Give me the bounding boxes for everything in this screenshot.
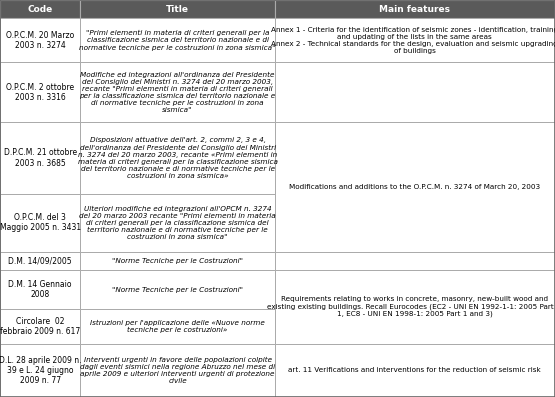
Text: Modifiche ed integrazioni all'ordinanza del Presidente
del Consiglio dei Ministr: Modifiche ed integrazioni all'ordinanza … — [79, 71, 276, 113]
Bar — [80, 270, 275, 309]
Text: D.P.C.M. 21 ottobre
2003 n. 3685: D.P.C.M. 21 ottobre 2003 n. 3685 — [4, 148, 77, 168]
Text: D.L. 28 aprile 2009 n.
39 e L. 24 giugno
2009 n. 77: D.L. 28 aprile 2009 n. 39 e L. 24 giugno… — [0, 356, 82, 385]
Bar — [80, 344, 275, 397]
Text: Title: Title — [166, 5, 189, 14]
Bar — [80, 62, 275, 122]
Text: "Norme Tecniche per le Costruzioni": "Norme Tecniche per le Costruzioni" — [112, 258, 243, 264]
Text: Code: Code — [28, 5, 53, 14]
Bar — [0, 0, 80, 19]
Text: O.P.C.M. 2 ottobre
2003 n. 3316: O.P.C.M. 2 ottobre 2003 n. 3316 — [6, 83, 74, 102]
Bar — [0, 19, 80, 62]
Text: art. 11 Verifications and interventions for the reduction of seismic risk: art. 11 Verifications and interventions … — [289, 368, 541, 374]
Text: Main features: Main features — [380, 5, 450, 14]
Bar — [275, 0, 555, 19]
Bar — [0, 270, 80, 309]
Bar — [0, 309, 80, 344]
Bar — [80, 252, 275, 270]
Text: D.M. 14 Gennaio
2008: D.M. 14 Gennaio 2008 — [8, 280, 72, 299]
Bar — [0, 194, 80, 252]
Bar — [80, 309, 275, 344]
Bar — [80, 0, 275, 19]
Text: Circolare  02
febbraio 2009 n. 617: Circolare 02 febbraio 2009 n. 617 — [0, 317, 80, 336]
Bar — [0, 344, 80, 397]
Text: Istruzioni per l'applicazione delle «Nuove norme
tecniche per le costruzioni»: Istruzioni per l'applicazione delle «Nuo… — [90, 320, 265, 333]
Bar — [0, 62, 80, 122]
Text: Annex 1 - Criteria for the identification of seismic zones - identification, tra: Annex 1 - Criteria for the identificatio… — [271, 27, 555, 54]
Bar — [275, 270, 555, 344]
Bar — [80, 19, 275, 62]
Text: Ulteriori modifiche ed integrazioni all'OPCM n. 3274
del 20 marzo 2003 recante ": Ulteriori modifiche ed integrazioni all'… — [79, 206, 276, 240]
Text: "Norme Tecniche per le Costruzioni": "Norme Tecniche per le Costruzioni" — [112, 287, 243, 293]
Text: D.M. 14/09/2005: D.M. 14/09/2005 — [8, 256, 72, 265]
Text: Disposizioni attuative dell'art. 2, commi 2, 3 e 4,
dell'ordinanza del President: Disposizioni attuative dell'art. 2, comm… — [78, 137, 278, 179]
Text: Modifications and additions to the O.P.C.M. n. 3274 of March 20, 2003: Modifications and additions to the O.P.C… — [289, 184, 541, 190]
Bar — [80, 122, 275, 194]
Text: O.P.C.M. 20 Marzo
2003 n. 3274: O.P.C.M. 20 Marzo 2003 n. 3274 — [6, 31, 74, 50]
Text: O.P.C.M. del 3
Maggio 2005 n. 3431: O.P.C.M. del 3 Maggio 2005 n. 3431 — [0, 213, 81, 232]
Text: Interventi urgenti in favore delle popolazioni colpite
dagli eventi sismici nell: Interventi urgenti in favore delle popol… — [80, 357, 275, 384]
Bar — [275, 344, 555, 397]
Bar — [275, 252, 555, 270]
Text: Requirements relating to works in concrete, masonry, new-built wood and
existing: Requirements relating to works in concre… — [267, 297, 555, 318]
Bar — [275, 62, 555, 122]
Bar — [0, 122, 80, 194]
Bar — [0, 252, 80, 270]
Bar — [80, 194, 275, 252]
Bar — [275, 122, 555, 252]
Bar — [275, 19, 555, 62]
Text: "Primi elementi in materia di criteri generali per la
classificazione sismica de: "Primi elementi in materia di criteri ge… — [79, 30, 276, 50]
